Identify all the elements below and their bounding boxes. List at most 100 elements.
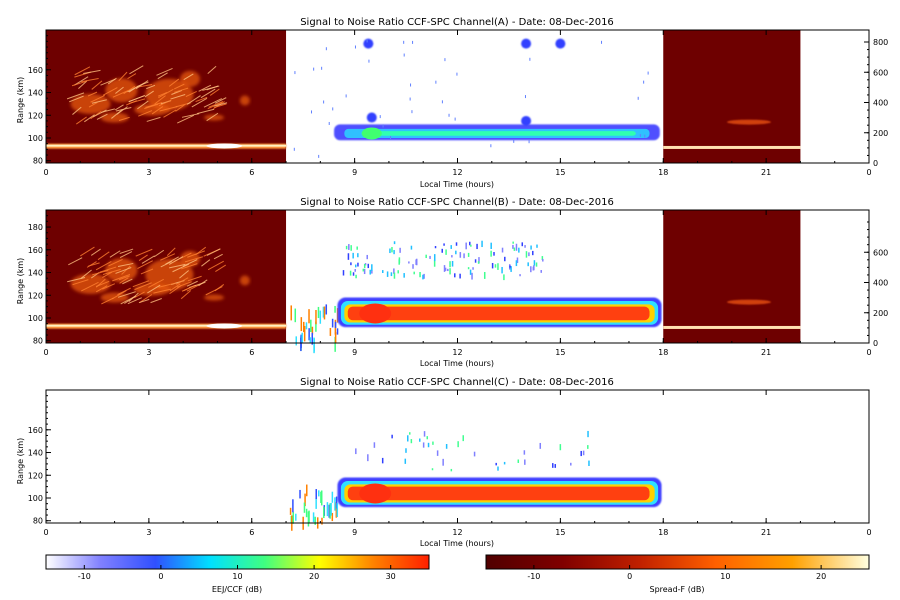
eej-onset (334, 305, 336, 313)
eej-upper-echo (536, 244, 538, 248)
colorbar-tick-label: 20 (309, 572, 319, 581)
eej-upper-echo (504, 256, 506, 262)
spread-f-streak (128, 94, 146, 103)
spread-f-streak (146, 116, 161, 122)
eej-upper-echo (427, 442, 430, 448)
x-tick-label: 9 (352, 528, 357, 537)
eej-speckle (403, 53, 405, 57)
eej-onset (295, 336, 298, 346)
eej-speckle (412, 40, 414, 44)
spread-f-streak (138, 254, 148, 261)
spread-f-streak (156, 67, 173, 76)
panel-b: Signal to Noise Ratio CCF-SPC Channel(B)… (16, 197, 614, 368)
colorbar-tick-label: -10 (527, 572, 540, 581)
y-right-tick-label: 0 (873, 339, 878, 348)
eej-upper-echo (409, 432, 411, 435)
eej-speckle (639, 134, 641, 138)
x-tick-label: 9 (352, 348, 357, 357)
spread-f-streak (87, 91, 98, 97)
colorbar-spread-f: Spread-F (dB) (485, 554, 870, 594)
spread-f-streak (145, 101, 163, 108)
x-tick-label: 6 (249, 168, 254, 177)
eej-speckle (345, 94, 347, 98)
spread-f-streak (134, 291, 145, 299)
spread-f-streak (137, 100, 149, 110)
eej-onset (295, 513, 297, 521)
panel-a-xlabel: Local Time (hours) (420, 180, 494, 189)
eej-onset (322, 306, 325, 318)
colorbar-tick-label: 20 (816, 572, 826, 581)
x-tick-label: 0 (43, 528, 48, 537)
eej-upper-echo (398, 257, 401, 264)
eej-upper-echo (404, 458, 407, 464)
eej-speckle (456, 72, 458, 76)
y-tick-label: 80 (33, 157, 43, 166)
eej-onset (300, 337, 302, 352)
y-right-tick-label: 200 (873, 129, 888, 138)
spread-f-plume (204, 294, 225, 301)
eej-onset (319, 310, 322, 324)
spread-f-plume (239, 275, 250, 286)
spread-f-streak (207, 65, 217, 74)
eej-onset (334, 497, 336, 511)
x-tick-label: 18 (658, 348, 668, 357)
eej-upper-echo (443, 265, 446, 272)
spread-f-streak (153, 288, 172, 294)
spread-f-streak (208, 100, 224, 108)
colorbar-tick-label: 10 (720, 572, 730, 581)
spread-f-streak (206, 248, 221, 256)
eej-speckle (647, 71, 649, 75)
spread-f-streak (151, 106, 164, 115)
eej-onset (331, 491, 334, 503)
spread-f-band-evening (663, 145, 801, 149)
eej-upper-echo (469, 269, 472, 275)
eej-upper-echo (465, 242, 467, 250)
eej-upper-echo (367, 263, 370, 269)
eej-upper-echo (535, 262, 538, 267)
eej-upper-echo (455, 242, 458, 246)
panel-c-xlabel: Local Time (hours) (420, 539, 494, 548)
spread-f-streak (95, 278, 106, 288)
eej-onset (329, 327, 332, 336)
eej-upper-echo (390, 272, 393, 277)
spread-f-streak (96, 113, 108, 120)
eej-upper-echo (397, 270, 399, 274)
eej-onset (328, 504, 330, 518)
spread-f-streak (92, 269, 109, 276)
eej-upper-echo (528, 252, 530, 257)
spread-f-streak (159, 106, 178, 112)
eej-upper-echo (364, 263, 367, 266)
eej-upper-echo (467, 252, 470, 257)
y-tick-label: 140 (28, 269, 43, 278)
eej-speckle (328, 121, 330, 125)
x-tick-label: 0 (43, 348, 48, 357)
eej-speckle (601, 40, 603, 44)
eej-onset (334, 336, 336, 352)
eej-onset (321, 517, 323, 525)
y-right-tick-label: 800 (873, 38, 888, 47)
eej-upper-echo (423, 431, 426, 437)
eej-upper-echo (472, 267, 474, 270)
spread-f-evening-layer (726, 119, 771, 125)
eej-onset (308, 309, 310, 324)
spread-f-streak (128, 85, 139, 93)
y-tick-label: 100 (28, 314, 43, 323)
eej-upper-echo (515, 260, 518, 267)
eej-peak (359, 303, 392, 324)
spread-f-streak (154, 95, 166, 105)
spread-f-streak (183, 73, 194, 81)
spread-f-streak (213, 102, 228, 107)
eej-onset (334, 332, 337, 344)
eej-speckle (524, 95, 526, 99)
spread-f-streak (185, 90, 197, 98)
panel-b-xlabel: Local Time (hours) (420, 359, 494, 368)
eej-speckle (382, 124, 384, 128)
eej-speckle (410, 83, 412, 87)
eej-upper-echo (483, 271, 486, 279)
x-tick-label: 6 (249, 528, 254, 537)
eej-upper-echo (432, 441, 434, 445)
eej-onset (311, 326, 314, 335)
spread-f-streak (92, 109, 107, 118)
eej-upper-echo (497, 466, 499, 471)
